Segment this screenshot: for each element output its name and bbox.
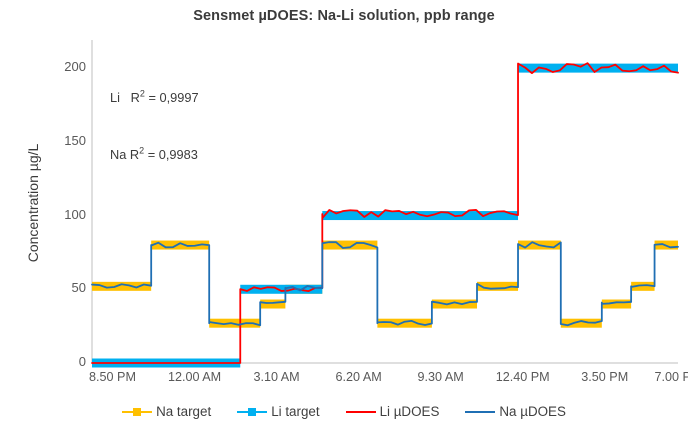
legend-swatch-icon [122,406,153,418]
target-band-segment [518,63,678,73]
legend-label: Li target [271,404,320,419]
y-tick-label: 200 [64,59,86,75]
target-band-segment [431,299,478,309]
y-tick-label: 150 [64,132,86,148]
x-tick-label: 12.00 AM [167,370,222,384]
target-band-segment [477,281,519,291]
target-band-segment [377,318,432,328]
x-tick-label: 3.50 PM [581,370,629,384]
target-band-segment [322,240,378,250]
series-line-na-does [91,241,679,327]
target-band-segment [240,284,323,294]
legend-square-marker-icon [133,407,142,416]
x-tick-label: 7.00 PM [654,370,688,384]
target-band-segment [631,281,655,291]
chart-legend: Na target Li target Li µDOES Na µDOES [0,404,688,419]
legend-label: Na µDOES [499,404,566,419]
annotation-line-li: Li R2 = 0,9997 [110,89,199,106]
legend-swatch-icon [465,406,496,418]
legend-line [465,410,496,413]
legend-square-marker-icon [248,407,257,416]
x-tick-label: 12.40 PM [495,370,550,384]
y-tick-label: 50 [71,280,86,296]
legend-item[interactable]: Li µDOES [345,404,440,419]
series-line-li-does [91,62,679,364]
legend-item[interactable]: Li target [237,404,320,419]
target-band-segment [151,240,210,250]
target-band-segment [260,299,286,309]
x-tick-label: 9.30 AM [417,370,464,384]
y-tick-label: 0 [78,354,86,369]
chart-title: Sensmet µDOES: Na-Li solution, ppb range [193,8,495,24]
r-squared-annotation: Li R2 = 0,9997 Na R2 = 0,9983 [110,51,199,202]
legend-swatch-icon [345,406,376,418]
x-tick-label: 3.10 AM [253,370,300,384]
x-tick-label: 8.50 PM [89,370,136,384]
target-band-segment [560,318,602,328]
legend-label: Li µDOES [379,404,440,419]
legend-swatch-icon [237,406,268,418]
legend-line [345,410,376,413]
target-band-segment [601,299,632,309]
x-tick-label: 6.20 AM [335,370,382,384]
y-tick-label: 100 [64,206,86,222]
legend-label: Na target [156,404,212,419]
annotation-line-na: Na R2 = 0,9983 [110,146,198,163]
legend-item[interactable]: Na target [122,404,211,419]
legend-item[interactable]: Na µDOES [465,404,566,419]
target-band-segment [92,281,152,291]
series-na-target [92,240,678,328]
y-axis-title: Concentration µg/L [25,143,41,263]
